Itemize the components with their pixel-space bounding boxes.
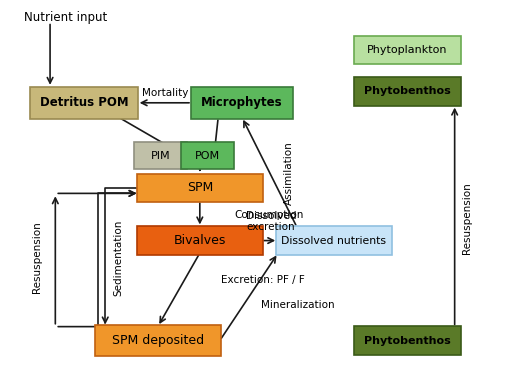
Text: SPM deposited: SPM deposited [112, 334, 204, 347]
Text: Nutrient input: Nutrient input [24, 11, 107, 25]
Text: Resuspension: Resuspension [32, 222, 42, 293]
Text: SPM: SPM [187, 181, 213, 194]
Text: Dissolved
excretion: Dissolved excretion [245, 211, 296, 232]
FancyBboxPatch shape [95, 326, 221, 356]
FancyBboxPatch shape [354, 36, 461, 64]
Text: Consumption: Consumption [234, 210, 303, 220]
FancyBboxPatch shape [137, 226, 263, 255]
Text: Microphytes: Microphytes [201, 96, 282, 109]
Text: Sedimentation: Sedimentation [114, 219, 123, 296]
FancyBboxPatch shape [30, 87, 138, 119]
Text: Mineralization: Mineralization [261, 301, 335, 311]
Text: Phytoplankton: Phytoplankton [367, 45, 448, 55]
Text: Resuspension: Resuspension [462, 182, 472, 254]
Text: Excretion: PF / F: Excretion: PF / F [221, 275, 305, 285]
FancyBboxPatch shape [134, 142, 187, 169]
Text: POM: POM [195, 151, 220, 160]
Text: Detritus POM: Detritus POM [40, 96, 129, 109]
FancyBboxPatch shape [354, 77, 461, 106]
Text: Dissolved nutrients: Dissolved nutrients [281, 236, 387, 246]
Text: PIM: PIM [151, 151, 170, 160]
Text: Phytobenthos: Phytobenthos [364, 87, 451, 97]
Text: Phytobenthos: Phytobenthos [364, 336, 451, 345]
Text: Bivalves: Bivalves [174, 234, 226, 247]
FancyBboxPatch shape [182, 142, 234, 169]
FancyBboxPatch shape [191, 87, 293, 119]
Text: Mortality: Mortality [142, 88, 189, 98]
FancyBboxPatch shape [137, 173, 263, 202]
FancyBboxPatch shape [276, 226, 391, 255]
Text: Assimilation: Assimilation [284, 141, 294, 205]
FancyBboxPatch shape [354, 326, 461, 355]
